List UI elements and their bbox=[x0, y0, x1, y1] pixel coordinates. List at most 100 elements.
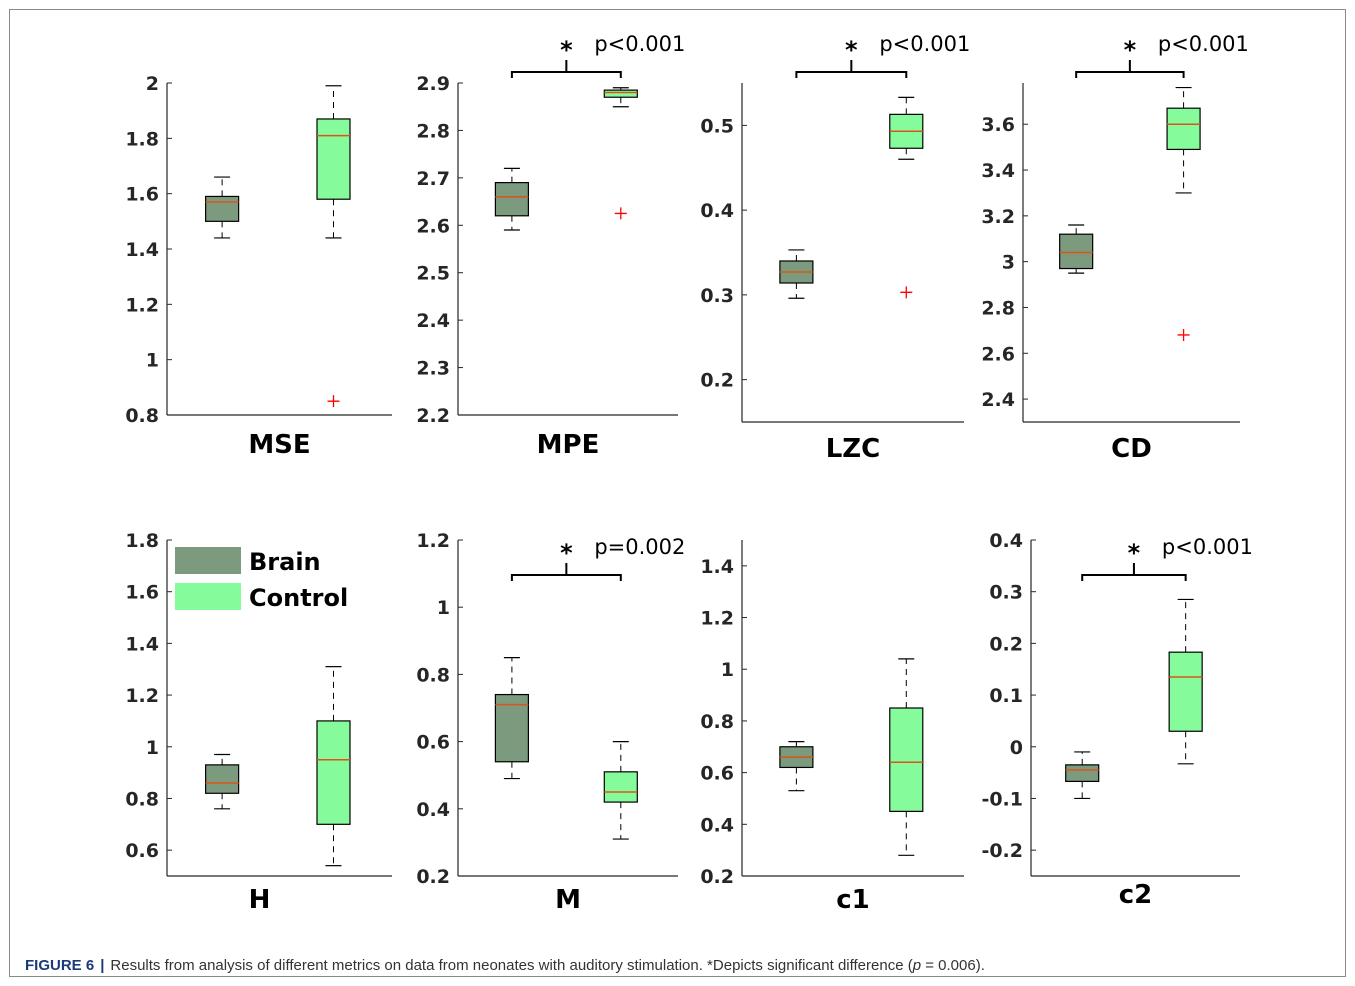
y-tick-label: 0.2 bbox=[700, 866, 734, 888]
y-tick-label: 3.2 bbox=[981, 206, 1015, 228]
box-iqr bbox=[494, 693, 529, 763]
y-tick-label: 1 bbox=[721, 659, 734, 681]
box-iqr bbox=[205, 195, 240, 222]
y-tick-label: 1.2 bbox=[416, 530, 450, 552]
box-brain bbox=[779, 249, 814, 299]
y-tick-label: 1.6 bbox=[125, 582, 159, 604]
box-iqr bbox=[316, 720, 351, 825]
p-value-label: p<0.001 bbox=[1162, 535, 1253, 559]
y-tick-label: 3 bbox=[1002, 252, 1015, 274]
box-iqr bbox=[494, 182, 529, 217]
y-tick-label: 2.6 bbox=[416, 215, 450, 237]
box-control bbox=[603, 740, 638, 840]
caption-text: Results from analysis of different metri… bbox=[110, 957, 913, 974]
box-iqr bbox=[205, 764, 240, 794]
y-tick-label: 0 bbox=[1010, 737, 1023, 759]
y-tick-label: 0.3 bbox=[700, 285, 734, 307]
y-tick-label: 2.2 bbox=[416, 405, 450, 427]
box-brain bbox=[205, 753, 240, 810]
y-tick-label: 1.6 bbox=[125, 184, 159, 206]
y-tick-label: 0.8 bbox=[125, 788, 159, 810]
x-axis-label: MPE bbox=[537, 430, 600, 460]
p-value-label: p<0.001 bbox=[1158, 32, 1249, 56]
y-tick-label: 1.2 bbox=[125, 294, 159, 316]
y-tick-label: 0.4 bbox=[989, 530, 1023, 552]
box-iqr bbox=[889, 707, 924, 812]
y-tick-label: 1.8 bbox=[125, 530, 159, 552]
significance-star: * bbox=[1124, 36, 1137, 64]
y-tick-label: 0.2 bbox=[416, 866, 450, 888]
y-tick-label: 3.4 bbox=[981, 160, 1015, 182]
y-tick-label: 1.2 bbox=[700, 608, 734, 630]
y-tick-label: 2.7 bbox=[416, 168, 450, 190]
chart-panel-c2: -0.2 -0.1 0 0.1 0.2 0.3 0.4 c2 * p<0.001 bbox=[981, 530, 1253, 910]
chart-panel-m: 0.2 0.4 0.6 0.8 1 1.2 M * p=0.002 bbox=[416, 530, 685, 915]
chart-panel-lzc: 0.2 0.3 0.4 0.5 LZC * p<0.001 bbox=[700, 32, 970, 464]
box-control bbox=[1166, 86, 1201, 341]
y-tick-label: 2.4 bbox=[981, 389, 1015, 411]
y-tick-label: 1.4 bbox=[700, 556, 734, 578]
box-brain bbox=[1059, 224, 1094, 274]
y-tick-label: 0.6 bbox=[416, 732, 450, 754]
y-tick-label: 0.5 bbox=[700, 115, 734, 137]
box-control bbox=[316, 666, 351, 867]
x-axis-label: H bbox=[249, 885, 271, 915]
box-iqr bbox=[1168, 651, 1203, 732]
significance-star: * bbox=[560, 539, 573, 567]
y-tick-label: 1 bbox=[146, 350, 159, 372]
outlier-marker bbox=[327, 395, 340, 408]
x-axis-label: c2 bbox=[1119, 880, 1153, 910]
significance-bracket bbox=[795, 60, 908, 78]
y-tick-label: -0.1 bbox=[981, 788, 1023, 810]
box-brain bbox=[494, 656, 529, 780]
y-tick-label: 1.4 bbox=[125, 239, 159, 261]
y-tick-label: 0.6 bbox=[700, 763, 734, 785]
y-tick-label: 0.8 bbox=[125, 405, 159, 427]
chart-panel-c1: 0.2 0.4 0.6 0.8 1 1.2 1.4 c1 bbox=[700, 540, 964, 915]
significance-star: * bbox=[1128, 539, 1141, 567]
box-brain bbox=[1065, 751, 1100, 800]
y-tick-label: 0.2 bbox=[989, 633, 1023, 655]
caption-p-symbol: p bbox=[912, 957, 922, 974]
caption-separator: | bbox=[100, 957, 105, 974]
box-brain bbox=[205, 176, 240, 239]
legend-label-brain: Brain bbox=[249, 548, 321, 576]
x-axis-label: LZC bbox=[826, 434, 881, 464]
legend-swatch-brain bbox=[175, 547, 241, 574]
y-tick-label: -0.2 bbox=[981, 840, 1023, 862]
box-control bbox=[603, 87, 638, 220]
outlier-marker bbox=[1177, 328, 1190, 341]
x-axis-label: MSE bbox=[248, 430, 310, 460]
y-tick-label: 2.8 bbox=[981, 297, 1015, 319]
y-tick-label: 1 bbox=[437, 597, 450, 619]
y-tick-label: 2.6 bbox=[981, 343, 1015, 365]
box-iqr bbox=[1065, 764, 1100, 783]
y-tick-label: 0.8 bbox=[700, 711, 734, 733]
box-iqr bbox=[316, 118, 351, 200]
significance-bracket bbox=[1081, 563, 1187, 581]
significance-star: * bbox=[560, 36, 573, 64]
chart-panel-cd: 2.4 2.6 2.8 3 3.2 3.4 3.6 CD * p<0.001 bbox=[981, 32, 1249, 464]
y-tick-label: 2.3 bbox=[416, 358, 450, 380]
y-tick-label: 2.8 bbox=[416, 120, 450, 142]
box-control bbox=[889, 658, 924, 856]
y-tick-label: 0.4 bbox=[700, 814, 734, 836]
y-tick-label: 0.6 bbox=[125, 840, 159, 862]
p-value-label: p<0.001 bbox=[594, 32, 685, 56]
caption-label: FIGURE 6 bbox=[25, 957, 95, 974]
y-tick-label: 1.2 bbox=[125, 685, 159, 707]
y-tick-label: 0.3 bbox=[989, 582, 1023, 604]
box-brain bbox=[494, 167, 529, 231]
legend-swatch-control bbox=[175, 583, 241, 610]
p-value-label: p<0.001 bbox=[879, 32, 970, 56]
significance-bracket bbox=[1075, 60, 1185, 78]
x-axis-label: CD bbox=[1111, 434, 1152, 464]
y-tick-label: 2 bbox=[146, 73, 159, 95]
box-control bbox=[1168, 598, 1203, 765]
legend: Brain Control bbox=[175, 547, 348, 612]
box-control bbox=[889, 96, 924, 299]
figure-frame bbox=[9, 9, 1346, 977]
x-axis-label: M bbox=[555, 885, 581, 915]
caption-p-value: = 0.006). bbox=[921, 957, 985, 974]
box-iqr bbox=[603, 771, 638, 803]
